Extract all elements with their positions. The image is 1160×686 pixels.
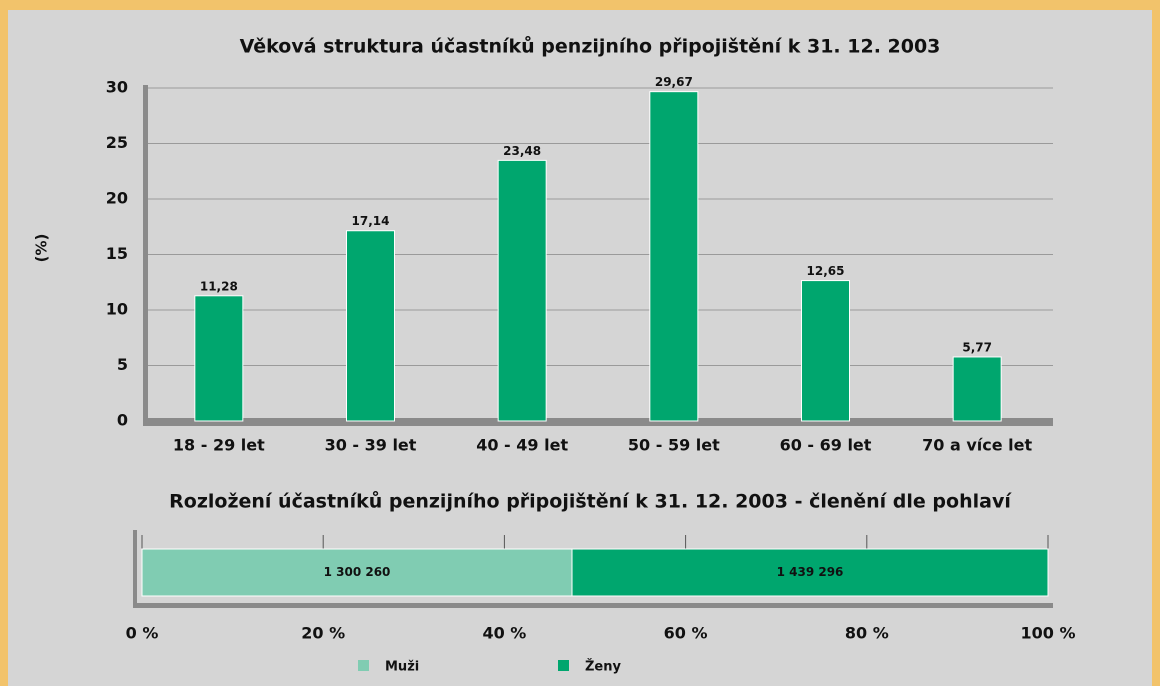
x-tick-label: 70 a více let: [922, 436, 1032, 455]
legend-swatch: [358, 660, 369, 671]
chart-title: Rozložení účastníků penzijního připojišt…: [169, 490, 1012, 513]
bar-segment: [141, 548, 573, 597]
y-tick-label: 15: [106, 244, 128, 263]
data-label: 23,48: [503, 144, 541, 158]
data-label: 1 300 260: [324, 565, 391, 579]
x-tick-label: 50 - 59 let: [628, 436, 720, 455]
bar: [497, 159, 547, 422]
y-tick-label: 25: [106, 133, 128, 152]
x-tick-label: 30 - 39 let: [325, 436, 417, 455]
y-tick-label: 5: [117, 355, 128, 374]
y-tick-label: 20: [106, 189, 128, 208]
data-label: 29,67: [655, 75, 693, 89]
x-tick-label: 0 %: [126, 624, 159, 643]
data-label: 17,14: [352, 214, 390, 228]
legend-label: Muži: [385, 660, 419, 675]
bar: [346, 230, 395, 422]
x-tick-label: 40 - 49 let: [476, 436, 568, 455]
y-tick-label: 0: [117, 411, 128, 430]
y-axis: [143, 85, 148, 426]
data-label: 11,28: [200, 279, 238, 293]
legend-label: Ženy: [585, 659, 621, 675]
x-tick-label: 100 %: [1021, 624, 1076, 643]
bar-segment: [571, 548, 1049, 597]
x-tick-label: 40 %: [482, 624, 526, 643]
bar: [649, 91, 699, 422]
chart-title: Věková struktura účastníků penzijního př…: [240, 35, 941, 58]
x-tick-label: 20 %: [301, 624, 345, 643]
bar: [801, 280, 850, 422]
data-label: 5,77: [962, 340, 992, 354]
x-tick-label: 80 %: [845, 624, 889, 643]
bar: [952, 356, 1002, 422]
y-tick-label: 30: [106, 78, 128, 97]
x-tick-label: 60 - 69 let: [780, 436, 872, 455]
x-axis: [133, 603, 1053, 608]
y-tick-label: 10: [106, 300, 128, 319]
x-tick-label: 18 - 29 let: [173, 436, 265, 455]
y-axis: [133, 530, 137, 608]
bar: [194, 295, 244, 422]
y-axis-label: (%): [33, 234, 51, 263]
legend-swatch: [558, 660, 569, 671]
data-label: 1 439 296: [777, 565, 844, 579]
data-label: 12,65: [807, 264, 845, 278]
x-axis: [143, 418, 1053, 426]
x-tick-label: 60 %: [664, 624, 708, 643]
